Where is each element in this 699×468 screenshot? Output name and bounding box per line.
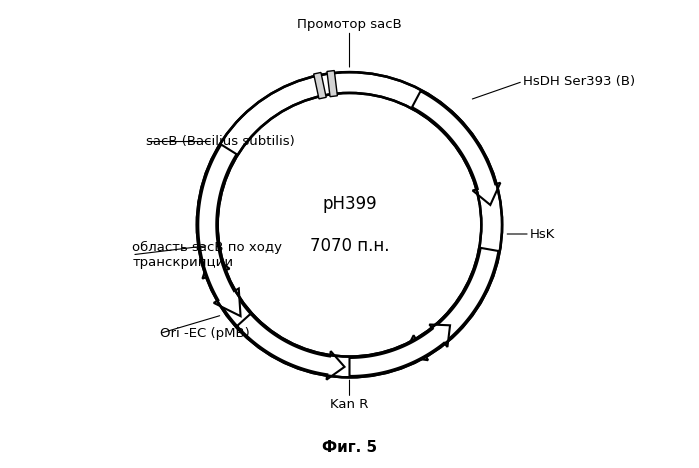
Polygon shape bbox=[412, 91, 500, 205]
Text: Фиг. 5: Фиг. 5 bbox=[322, 440, 377, 455]
Polygon shape bbox=[237, 314, 345, 380]
Polygon shape bbox=[203, 254, 304, 367]
Polygon shape bbox=[403, 248, 498, 360]
Text: область sacB по ходу
транскрипции: область sacB по ходу транскрипции bbox=[132, 241, 282, 269]
Text: pH399: pH399 bbox=[322, 195, 377, 213]
Text: Ori -EC (pMB): Ori -EC (pMB) bbox=[160, 327, 250, 340]
Text: Промотор sacB: Промотор sacB bbox=[297, 17, 402, 30]
Polygon shape bbox=[327, 71, 338, 97]
Text: sacB (Bacilius subtilis): sacB (Bacilius subtilis) bbox=[146, 135, 295, 148]
Polygon shape bbox=[350, 324, 450, 376]
Text: Kan R: Kan R bbox=[331, 398, 368, 411]
Text: 7070 п.н.: 7070 п.н. bbox=[310, 236, 389, 255]
Polygon shape bbox=[314, 73, 326, 99]
Text: HsDH Ser393 (B): HsDH Ser393 (B) bbox=[523, 75, 635, 88]
Text: HsK: HsK bbox=[530, 227, 555, 241]
Polygon shape bbox=[199, 145, 240, 316]
